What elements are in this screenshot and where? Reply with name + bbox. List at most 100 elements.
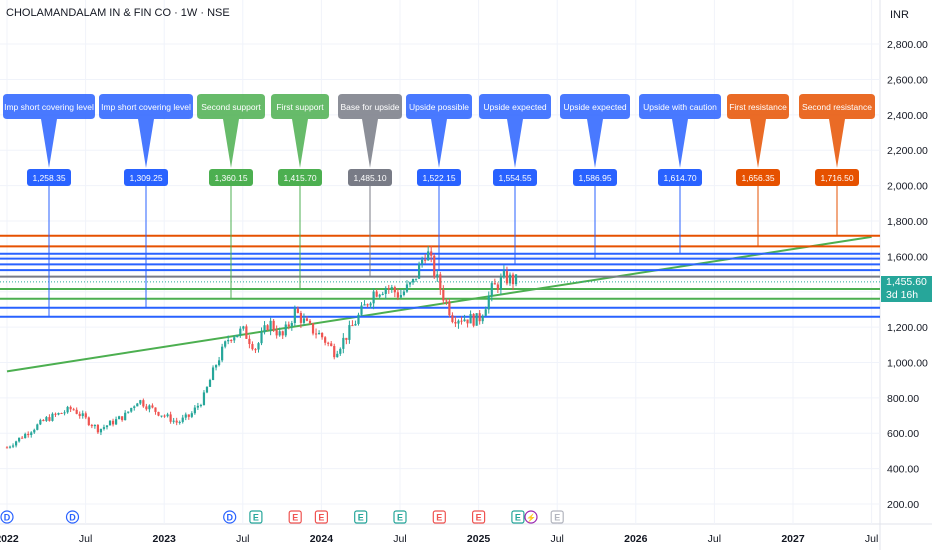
candle-body [381,293,384,295]
callout-bubble [639,94,721,168]
candle-body [490,283,493,296]
candle-body [260,332,263,344]
candle-body [399,294,402,298]
candle-body [199,405,203,407]
callout-label: First support [276,102,324,112]
candle-body [178,421,181,423]
candle-body [124,412,127,421]
callout-value: 1,258.35 [32,173,65,183]
candle-body [133,406,136,408]
callout-value: 1,586.95 [578,173,611,183]
candle-body [24,433,27,439]
callout-value: 1,522.15 [422,173,455,183]
candle-body [411,278,415,283]
price-tick-label: 400.00 [887,464,919,476]
candle-body [269,320,272,331]
time-tick-label: Jul [708,533,721,545]
event-marker: E [288,510,302,524]
candle-body [393,287,396,293]
candle-body [396,292,399,298]
currency-label[interactable]: INR [890,9,909,21]
candle-body [354,323,357,326]
candle-body [308,320,312,324]
dividend-marker-label: D [4,513,11,523]
time-tick-label: Jul [79,533,92,545]
candle-body [472,314,475,326]
event-marker: E [249,510,263,524]
callout-value: 1,415.70 [283,173,316,183]
last-price-badge: 1,455.60 3d 16h [881,276,932,302]
earnings-marker-label: E [436,513,442,523]
candle-body [451,315,454,322]
candle-body [66,406,69,413]
level-callout: Second support 1,360.15 [197,94,265,299]
candle-body [72,409,75,411]
candle-body [481,315,484,322]
callout-label: First resistance [729,102,787,112]
candle-body [433,255,436,277]
price-tick-label: 1,000.00 [887,357,928,369]
candle-body [360,305,363,315]
candle-body [263,325,266,333]
price-tick-label: 2,400.00 [887,110,928,122]
candle-body [293,308,296,324]
candle-body [302,318,306,323]
callout-bubble [197,94,265,168]
candle-body [242,326,245,329]
callout-value: 1,716.50 [820,173,853,183]
candle-body [375,291,378,297]
candle-body [287,324,290,327]
candle-body [8,446,12,448]
candle-body [493,283,496,285]
earnings-marker [550,510,564,524]
candle-body [248,338,251,345]
candle-body [484,309,487,316]
candle-body [363,304,366,306]
level-callout: Imp short covering level 1,258.35 [3,94,95,317]
time-tick-label: Jul [865,533,878,545]
event-marker: E [550,510,564,524]
callout-bubble [560,94,630,168]
earnings-marker-label: E [292,513,298,523]
candle-body [81,413,84,417]
candle-body [278,331,281,336]
callout-value: 1,554.55 [498,173,531,183]
candle-body [33,429,36,433]
candle-body [266,325,269,331]
candle-body [60,412,63,414]
candle-body [202,392,206,406]
earnings-marker [511,510,525,524]
callout-bubble [406,94,472,168]
level-callout: First support 1,415.70 [271,94,329,289]
callout-bubble [3,94,95,168]
candle-body [378,294,381,297]
candle-body [427,251,430,261]
callout-value-box [278,169,322,186]
candle-body [402,291,406,295]
level-callout: Imp short covering level 1,309.25 [99,94,193,308]
candle-body [424,259,427,261]
callout-value-box [493,169,537,186]
time-axis[interactable]: 2022 Jul 2023 Jul 2024 Jul 2025 Jul 2026 Jul 2027 J… [0,533,878,545]
time-tick-label: 2022 [0,533,19,545]
event-marker: E [432,510,446,524]
candle-body [275,330,278,336]
candle-body [251,344,254,350]
candle-body [445,300,448,302]
candle-body [508,274,512,284]
callout-value-box [573,169,617,186]
candle-body [514,274,518,285]
candle-body [239,328,242,335]
earnings-marker-label: E [253,513,259,523]
candle-body [96,424,99,433]
candle-body [321,332,324,338]
candle-body [114,419,118,425]
earnings-marker-label: E [318,513,324,523]
callout-label: Imp short covering level [101,102,191,112]
earnings-marker [472,510,486,524]
candle-body [221,346,224,361]
candle-body [30,432,33,436]
candle-body [390,287,393,289]
split-marker [524,510,538,524]
